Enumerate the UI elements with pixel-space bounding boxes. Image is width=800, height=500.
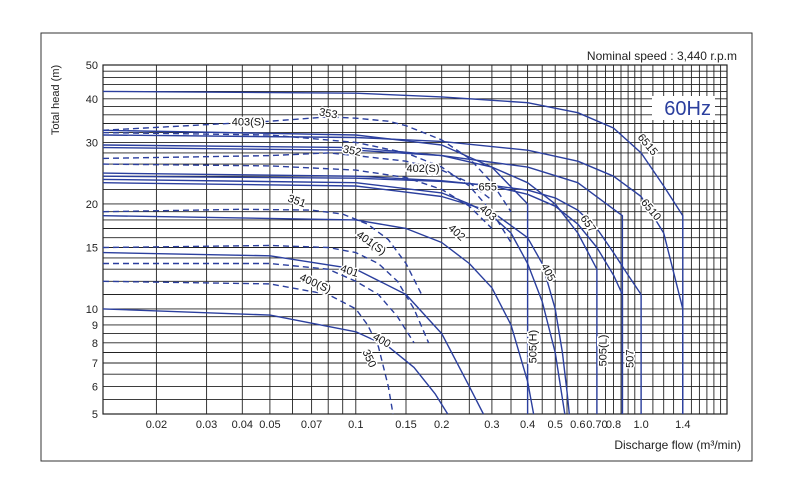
curve-label-402: 402	[446, 222, 468, 243]
curve-6515	[102, 90, 684, 414]
x-axis-label: Discharge flow (m³/min)	[614, 438, 741, 452]
curve-505(L)	[102, 144, 598, 414]
y-tick-label: 30	[86, 137, 98, 149]
y-tick-label: 20	[86, 199, 98, 211]
curve-403(S)	[102, 131, 512, 243]
x-tick-label: 0.03	[196, 419, 217, 431]
y-axis-label: Total head (m)	[50, 65, 62, 135]
curve-label-505(L): 505(L)	[598, 335, 610, 367]
chart-subtitle: Nominal speed : 3,440 r.p.m	[587, 49, 737, 63]
curve-label-655: 655	[479, 181, 497, 193]
y-tick-label: 8	[92, 338, 98, 350]
curve-label-507: 507	[625, 350, 637, 368]
curves	[102, 90, 684, 415]
y-tick-label: 5	[92, 409, 98, 421]
curve-label-403: 403	[477, 203, 499, 224]
x-tick-label: 0.15	[395, 419, 416, 431]
x-tick-label: 0.2	[434, 419, 449, 431]
x-tick-label: 0.1	[348, 419, 363, 431]
curve-402	[102, 215, 535, 415]
curve-label-352: 352	[342, 143, 362, 159]
x-tick-label: 1.4	[675, 419, 690, 431]
curve-352	[102, 152, 493, 201]
x-tick-label: 0.07	[301, 419, 322, 431]
x-tick-label: 0.02	[146, 419, 167, 431]
curve-403	[102, 178, 566, 415]
x-tick-labels: 0.02 0.03 0.04 0.05 0.07 0.1 0.15 0.2 0.3 0.4 0.5 0…	[146, 419, 691, 431]
x-tick-label: 0.8	[606, 419, 621, 431]
curve-402(S)	[102, 163, 493, 229]
curve-label-405: 405	[538, 262, 557, 284]
badge-bg	[652, 96, 715, 120]
curve-657	[102, 175, 642, 414]
x-tick-label: 0.04	[232, 419, 253, 431]
curve-label-401(S): 401(S)	[354, 229, 388, 258]
y-tick-label: 15	[86, 243, 98, 255]
x-tick-label: 0.3	[484, 419, 499, 431]
frequency-badge: 60Hz	[664, 98, 711, 120]
curve-351	[102, 208, 423, 295]
x-tick-label: 0.6	[570, 419, 585, 431]
curve-405	[102, 182, 570, 415]
curve-label-657: 657	[578, 213, 598, 235]
y-tick-label: 6	[92, 381, 98, 393]
curve-655	[102, 172, 624, 414]
y-tick-label: 7	[92, 358, 98, 370]
curve-400	[102, 308, 449, 415]
curve-label-505(H): 505(H)	[528, 330, 540, 364]
curve-label-401: 401	[339, 263, 360, 280]
chart-frame	[40, 32, 753, 462]
x-tick-label: 1.0	[633, 419, 648, 431]
curve-label-6515: 6515	[635, 132, 660, 158]
curve-label-350: 350	[359, 348, 378, 370]
x-tick-label: 0.4	[520, 419, 535, 431]
curve-label-353: 353	[318, 106, 338, 121]
curve-507	[102, 146, 624, 414]
y-tick-labels: 5 6 7 8 9 10 15 20 30 40 50	[86, 60, 98, 421]
curve-label-402(S): 402(S)	[406, 163, 439, 175]
curve-350	[102, 280, 394, 415]
curve-label-351: 351	[286, 193, 307, 211]
x-tick-label: 0.05	[259, 419, 280, 431]
y-tick-label: 40	[86, 94, 98, 106]
curve-label-403(S): 403(S)	[232, 117, 265, 129]
curve-505(H)	[102, 129, 529, 414]
curve-label-6510: 6510	[638, 197, 663, 223]
curve-400(S)	[103, 262, 415, 344]
y-tick-label: 9	[92, 320, 98, 332]
curve-353	[102, 116, 512, 213]
x-tick-label: 0.5	[548, 419, 563, 431]
y-tick-label: 50	[86, 60, 98, 72]
subtitle-bg	[563, 47, 733, 61]
x-tick-label: 0.70	[586, 419, 607, 431]
curve-401(S)	[102, 244, 430, 344]
y-tick-label: 10	[86, 304, 98, 316]
